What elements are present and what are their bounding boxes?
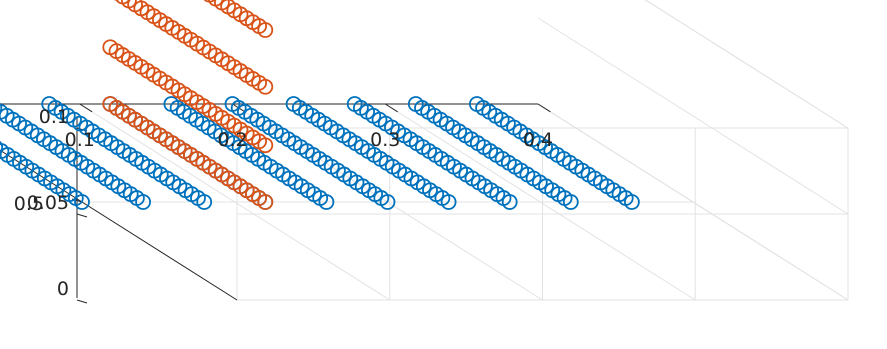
box-edge-floor-right [537,103,849,301]
data-point-blue [562,194,579,210]
y-tick-label: 0.5 [14,193,44,215]
data-point-blue [0,102,3,114]
data-point-blue [440,194,457,210]
data-point-blue [0,140,4,154]
data-point-orange [257,137,274,154]
data-point-blue [379,194,396,210]
grid-layer [0,0,849,301]
data-point-blue [318,194,335,210]
x-tick-label: 0.3 [370,129,400,151]
x-tick-label: 0.1 [65,129,95,151]
data-point-blue [501,194,518,210]
x-tick-mark [537,103,551,113]
x-tick-label: 0.4 [523,129,553,151]
z-tick-label: 0.1 [39,106,69,128]
x-tick-label: 0.2 [217,129,247,151]
data-point-blue [135,194,152,210]
z-tick-mark [76,213,88,218]
box-edge-top-right [644,0,849,129]
data-point-orange [257,22,274,38]
marker-layer [0,0,640,210]
z-tick-label: 0.05 [27,192,69,214]
gridline-z-sidewall [537,17,849,215]
data-point-blue [624,194,640,210]
gridline-z-sidewall [644,0,849,129]
z-tick-mark [76,299,88,304]
x-tick-mark [79,103,93,113]
z-tick-label: 0 [57,278,69,300]
tick-label-layer: 00.10.20.30.40.5100.050.1 [14,106,553,300]
x-tick-mark [384,103,398,113]
data-point-orange [257,78,274,95]
data-point-blue [74,194,90,210]
data-point-blue [196,194,213,210]
data-point-orange [257,194,274,210]
